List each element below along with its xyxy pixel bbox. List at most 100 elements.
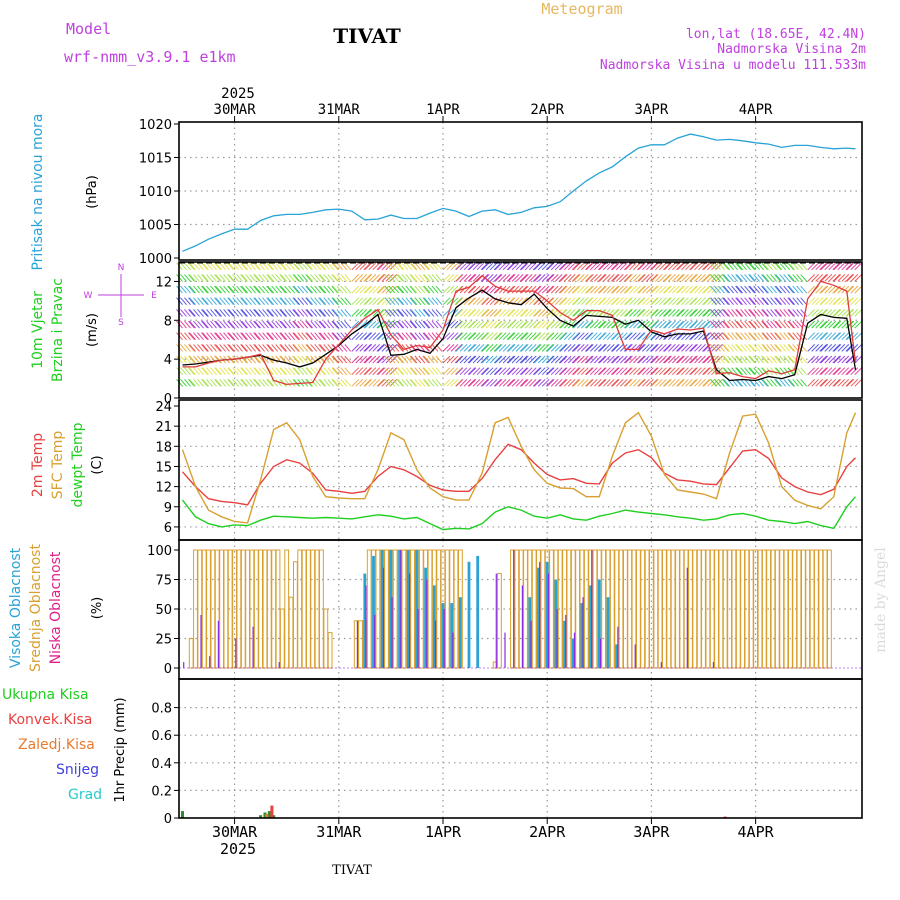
wind-barb [292, 332, 300, 341]
wind-barb [723, 367, 730, 376]
wind-barb [727, 332, 734, 341]
wind-barb [485, 320, 494, 329]
wind-barb [481, 285, 490, 294]
wind-barb [306, 320, 314, 329]
wind-barb [703, 367, 711, 376]
wind-barb [323, 274, 331, 282]
wind-barb [723, 320, 730, 329]
compass-w: W [84, 291, 93, 301]
wind-barb [275, 285, 283, 294]
wind-barb [615, 378, 624, 387]
wind-barb [351, 274, 360, 282]
wind-barb [241, 378, 248, 387]
wind-barb [633, 367, 641, 376]
wind-barb [520, 274, 529, 282]
wind-barb [364, 332, 373, 341]
wind-barb [227, 378, 234, 387]
wind-barb [480, 297, 489, 306]
wind-barb [819, 262, 828, 271]
wind-barb [489, 378, 498, 387]
wind-barb [254, 285, 261, 294]
wind-barb [668, 332, 676, 341]
wind-barb [766, 332, 773, 341]
wind-barb [610, 320, 619, 329]
wind-barb [740, 378, 747, 387]
wind-barb [629, 274, 637, 282]
temp-dewpt-temp-line [181, 496, 857, 531]
wind-barb [593, 297, 602, 306]
wind-barb [541, 378, 550, 387]
compass-n: N [118, 263, 125, 273]
wind-barb [323, 344, 331, 352]
wind-barb [405, 262, 413, 271]
wind-barb [598, 344, 607, 352]
wind-barb [623, 355, 632, 364]
wind-barb [202, 320, 209, 329]
cloud-mid-bar [284, 549, 290, 669]
wind-barb [820, 262, 829, 271]
wind-barb [223, 262, 230, 271]
wind-barb [820, 378, 829, 387]
bottom-date-label: 1APR [425, 823, 462, 841]
wind-barb [293, 367, 301, 376]
wind-barb [833, 344, 842, 352]
wind-barb [714, 320, 721, 329]
wind-barb [524, 367, 533, 376]
precip-bar [272, 815, 276, 818]
cloud-high-bar [372, 555, 375, 668]
wind-barb [788, 344, 796, 352]
wind-barb [736, 320, 743, 329]
wind-barb [310, 285, 318, 294]
wind-barb [606, 367, 615, 376]
wind-barb [676, 262, 684, 271]
wind-barb [779, 344, 787, 352]
wind-barb [197, 309, 204, 317]
station-title: TIVAT [333, 24, 401, 48]
wind-barb [625, 297, 633, 306]
wind-barb [422, 262, 430, 271]
wind-barb [811, 355, 820, 364]
wind-barb [685, 274, 693, 282]
wind-barb [633, 297, 641, 306]
wind-barb [351, 262, 360, 271]
wind-barb [681, 285, 689, 294]
wind-barb [507, 367, 516, 376]
wind-barb [707, 355, 715, 364]
wind-barb [450, 378, 459, 387]
wind-barb [787, 285, 795, 294]
wind-barb [459, 285, 468, 294]
wind-barb [201, 285, 208, 294]
wind-barb [766, 309, 773, 317]
wind-barb [837, 355, 846, 364]
wind-barb [711, 309, 719, 317]
wind-barb [762, 355, 769, 364]
wind-barb [405, 297, 413, 306]
wind-barb [703, 320, 711, 329]
wind-barb [384, 332, 392, 341]
wind-barb [606, 297, 615, 306]
wind-barb [681, 367, 689, 376]
wind-barb [305, 332, 313, 341]
wind-barb [766, 262, 773, 271]
wind-barb [532, 367, 541, 376]
wind-barb [506, 320, 515, 329]
wind-barb [854, 344, 863, 352]
wind-barb [284, 355, 292, 364]
cloud-mid-bar [214, 549, 220, 669]
wind-barb [193, 344, 200, 352]
wind-barb [384, 309, 392, 317]
wind-barb [749, 320, 756, 329]
cloud-mid-bar [323, 608, 329, 669]
wind-barb [528, 262, 537, 271]
wind-barb [576, 344, 585, 352]
wind-barb [227, 297, 234, 306]
wind-barb [396, 274, 404, 282]
wind-barb [619, 378, 628, 387]
wind-barb [485, 344, 494, 352]
wind-barb [214, 355, 221, 364]
wind-barb [740, 367, 747, 376]
wind-speed-line [182, 289, 857, 382]
wind-barb [232, 285, 239, 294]
wind-barb [537, 344, 546, 352]
wind-barb [571, 367, 580, 376]
